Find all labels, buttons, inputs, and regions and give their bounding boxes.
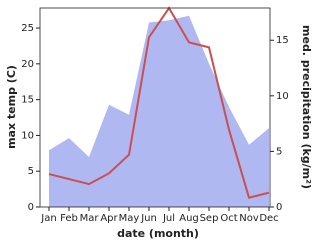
y2-tick-label: 15 [276,35,289,46]
y-tick-label: 0 [28,202,34,213]
y-tick-label: 10 [21,130,34,141]
x-tick-label: Jan [40,213,56,224]
x-tick-label: Nov [239,213,259,224]
y-tick-label: 5 [28,166,34,177]
x-tick-label: Sep [200,213,219,224]
y-tick-label: 20 [21,59,34,70]
y2-tick-label: 10 [276,91,289,102]
x-tick-label: Jul [162,213,175,224]
y-axis-label: max temp (C) [5,65,18,149]
precipitation-area [49,15,269,208]
x-tick-label: Apr [100,213,118,224]
y2-tick-label: 5 [276,146,282,157]
y-tick-label: 15 [21,95,34,106]
y2-tick-label: 0 [276,202,282,213]
x-tick-label: Feb [60,213,78,224]
x-tick-label: Aug [179,213,199,224]
y2-axis-label: med. precipitation (kg/m²) [300,25,313,189]
y-tick-label: 25 [21,23,34,34]
temp-line [48,6,270,199]
x-tick-label: Mar [80,213,100,224]
x-axis-label: date (month) [117,227,199,240]
x-tick-label: Dec [259,213,278,224]
x-tick-label: May [119,213,140,224]
x-tick-label: Oct [220,213,237,224]
plot-frame [39,7,271,208]
x-tick-label: Jun [140,213,157,224]
